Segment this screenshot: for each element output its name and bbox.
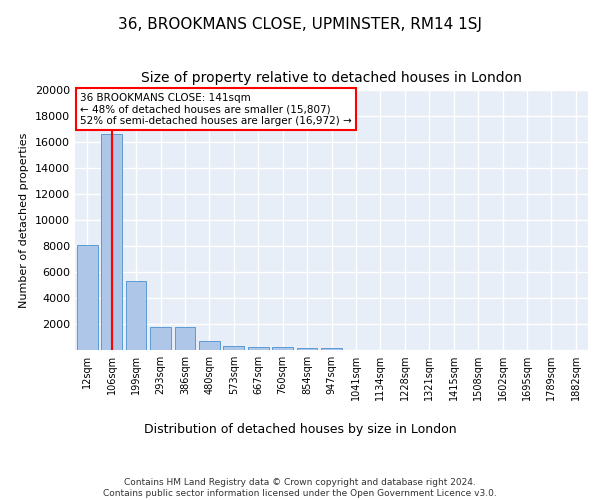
- Bar: [199, 341, 220, 350]
- Y-axis label: Number of detached properties: Number of detached properties: [19, 132, 29, 308]
- Bar: [125, 281, 146, 350]
- Text: 36 BROOKMANS CLOSE: 141sqm
← 48% of detached houses are smaller (15,807)
52% of : 36 BROOKMANS CLOSE: 141sqm ← 48% of deta…: [80, 92, 352, 126]
- Text: 36, BROOKMANS CLOSE, UPMINSTER, RM14 1SJ: 36, BROOKMANS CLOSE, UPMINSTER, RM14 1SJ: [118, 18, 482, 32]
- Bar: [223, 346, 244, 350]
- Text: Contains HM Land Registry data © Crown copyright and database right 2024.
Contai: Contains HM Land Registry data © Crown c…: [103, 478, 497, 498]
- Text: Distribution of detached houses by size in London: Distribution of detached houses by size …: [143, 422, 457, 436]
- Bar: [321, 348, 342, 350]
- Bar: [150, 327, 171, 350]
- Bar: [101, 134, 122, 350]
- Bar: [77, 244, 98, 350]
- Bar: [272, 348, 293, 350]
- Title: Size of property relative to detached houses in London: Size of property relative to detached ho…: [141, 70, 522, 85]
- Bar: [175, 327, 196, 350]
- Bar: [296, 348, 317, 350]
- Bar: [248, 347, 269, 350]
